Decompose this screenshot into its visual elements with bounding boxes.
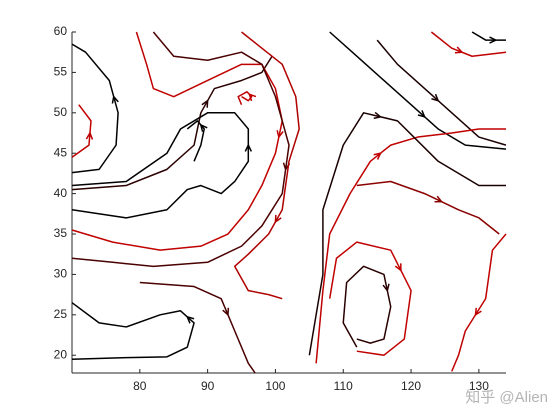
arrow <box>201 99 209 108</box>
arrow <box>276 130 284 139</box>
streamline <box>342 265 392 348</box>
arrow <box>474 307 482 317</box>
streamline <box>328 241 412 356</box>
arrow <box>434 195 444 203</box>
y-tick-label: 30 <box>54 267 68 281</box>
arrow <box>222 307 230 317</box>
y-tick-label: 35 <box>54 226 68 240</box>
arrow <box>185 315 195 324</box>
y-tick-label: 55 <box>54 65 68 79</box>
arrow <box>417 110 426 118</box>
streamline <box>430 31 507 57</box>
arrow <box>373 152 382 160</box>
y-tick-label: 20 <box>54 347 68 361</box>
y-tick-label: 25 <box>54 307 68 321</box>
streamline <box>315 128 506 364</box>
arrow <box>199 123 208 132</box>
y-tick-label: 50 <box>54 105 68 119</box>
x-tick-label: 100 <box>265 379 285 393</box>
streamline <box>451 233 507 372</box>
streamline <box>329 31 507 150</box>
x-tick-label: 90 <box>201 379 215 393</box>
y-tick-label: 60 <box>54 24 68 38</box>
arrow <box>489 36 498 44</box>
x-tick-label: 110 <box>334 379 353 393</box>
arrow <box>394 263 402 272</box>
arrow <box>454 46 464 54</box>
streamline <box>71 112 250 219</box>
x-tick-label: 80 <box>133 379 147 393</box>
streamline <box>71 302 195 361</box>
streamline <box>71 55 273 191</box>
streamline <box>234 31 300 300</box>
streamline <box>71 43 119 174</box>
streamline <box>71 31 290 268</box>
streamline <box>71 31 283 251</box>
streamline <box>139 281 256 374</box>
x-tick-label: 120 <box>401 379 421 393</box>
arrow <box>244 143 253 152</box>
arrow <box>382 283 390 293</box>
arrow <box>373 111 383 120</box>
arrow <box>111 94 119 104</box>
arrow <box>85 131 94 140</box>
y-tick-label: 45 <box>54 145 68 159</box>
arrow <box>431 93 440 102</box>
watermark: 知乎 @Alien <box>465 389 548 406</box>
streamline <box>356 180 500 235</box>
y-tick-label: 40 <box>54 186 68 200</box>
x-tick-label: 130 <box>469 379 489 393</box>
arrow <box>274 214 282 224</box>
streamline <box>471 31 506 41</box>
streamline <box>186 120 205 162</box>
streamline <box>308 112 506 356</box>
arrow <box>248 92 257 102</box>
